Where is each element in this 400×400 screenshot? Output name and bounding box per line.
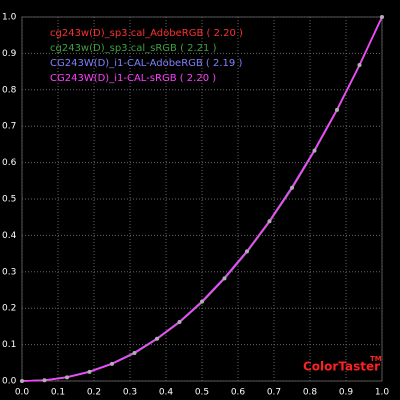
data-point [65,375,69,380]
y-tick-label: 0.7 [2,122,16,132]
y-tick-label: 0.8 [2,85,17,95]
x-tick-label: 0.8 [303,388,318,398]
data-point [245,249,249,254]
legend-entry: cg243w(D)_sp3.cal_sRGB ( 2.21 ) [50,43,217,54]
data-point [290,185,294,190]
data-point [155,336,159,341]
y-tick-label: 0.0 [2,377,17,387]
x-tick-label: 0.5 [195,388,209,398]
data-point [335,107,339,112]
x-tick-label: 0.6 [231,388,246,398]
x-tick-label: 1.0 [375,388,390,398]
data-point [42,378,47,383]
legend-entry: cg243w(D)_sp3.cal_AdobeRGB ( 2.20 ) [50,28,243,39]
brand-mark: TM [370,355,382,363]
data-point [87,369,92,374]
x-tick-label: 0.2 [87,388,101,398]
y-tick-label: 1.0 [2,13,17,23]
data-point [177,320,182,325]
x-tick-label: 0.0 [15,388,30,398]
y-tick-label: 0.9 [2,49,17,59]
x-tick-label: 0.7 [267,388,281,398]
data-point [357,63,362,68]
x-tick-label: 0.3 [123,388,137,398]
data-point [267,219,272,224]
data-point [380,15,384,19]
data-point [312,148,317,153]
y-tick-label: 0.2 [2,304,16,314]
data-point [132,350,137,355]
data-point [110,361,114,366]
x-tick-label: 0.9 [339,388,354,398]
data-point [20,379,24,383]
x-tick-label: 0.4 [159,388,174,398]
x-tick-label: 0.1 [51,388,65,398]
y-tick-label: 0.6 [2,158,17,168]
data-point [222,276,227,281]
legend-entry: CG243W(D)_i1-CAL-AdobeRGB ( 2.19 ) [50,58,242,69]
brand: ColorTaster [303,360,380,374]
y-tick-label: 0.5 [2,195,16,205]
legend-entry: CG243W(D)_i1-CAL-sRGB ( 2.20 ) [50,73,216,84]
y-tick-label: 0.4 [2,231,17,241]
data-point [200,299,204,304]
y-tick-label: 0.3 [2,267,16,277]
y-tick-label: 0.1 [2,340,16,350]
